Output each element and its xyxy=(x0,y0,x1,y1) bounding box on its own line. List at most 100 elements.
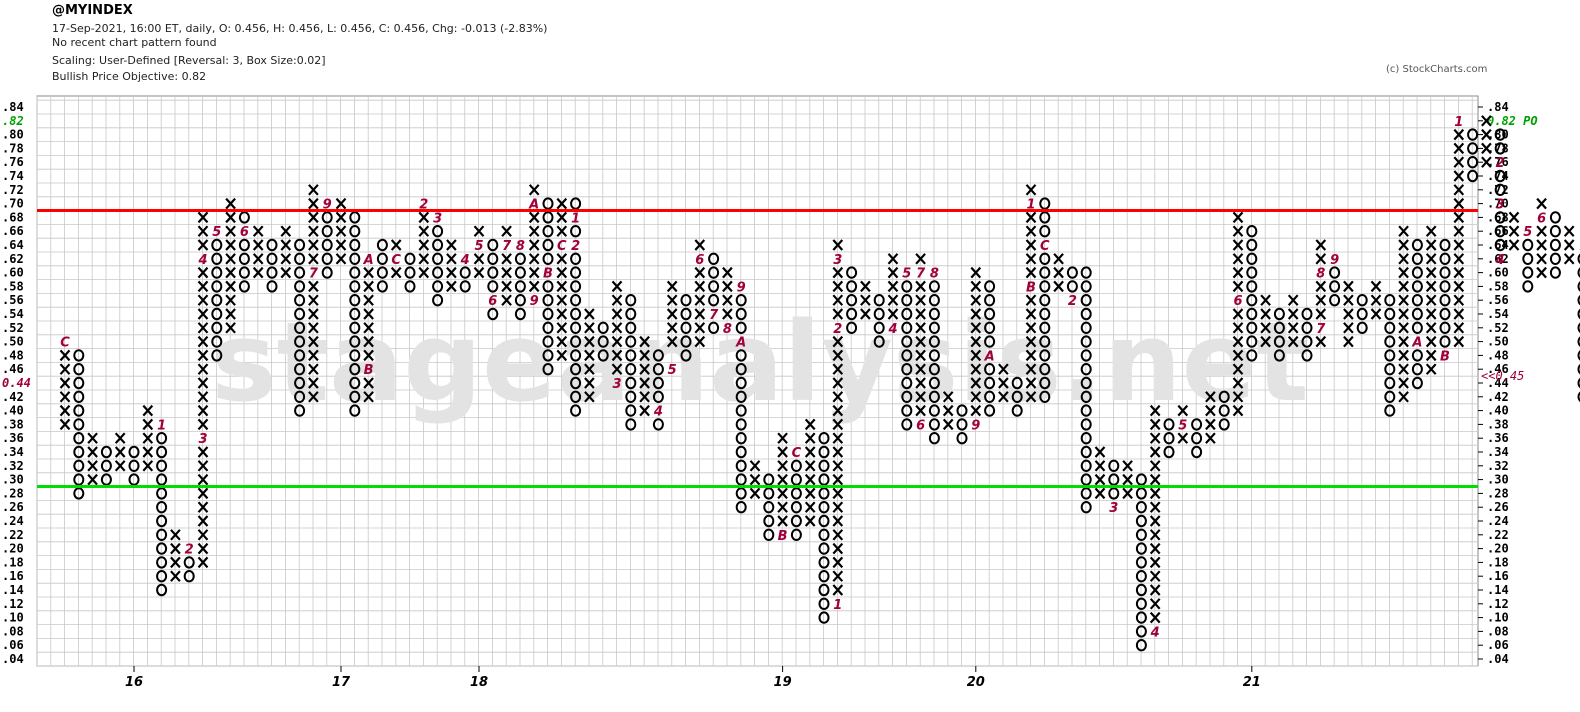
o-box xyxy=(266,266,278,279)
y-axis-left-tick: .72 xyxy=(2,183,24,197)
x-box xyxy=(1425,349,1437,362)
y-axis-left-tick: 0.44 xyxy=(2,376,31,390)
x-box xyxy=(197,501,209,513)
o-box xyxy=(901,390,913,403)
x-box xyxy=(1343,322,1354,334)
x-box xyxy=(832,501,844,513)
o-box xyxy=(625,349,637,362)
o-box xyxy=(73,404,85,417)
x-box xyxy=(832,266,844,279)
o-box xyxy=(404,266,416,279)
o-box xyxy=(1273,321,1285,334)
x-box xyxy=(1425,266,1437,279)
o-box xyxy=(818,487,830,500)
x-box xyxy=(832,487,844,500)
o-box xyxy=(1577,377,1580,389)
year-label: 18 xyxy=(470,675,488,690)
o-box xyxy=(680,349,692,362)
y-axis-left-tick: .58 xyxy=(2,279,24,293)
x-box xyxy=(611,280,623,293)
o-box xyxy=(459,266,471,279)
month-marker: 5 xyxy=(902,267,911,282)
o-box xyxy=(818,597,830,610)
month-marker: 1 xyxy=(833,598,842,613)
x-box xyxy=(197,211,209,224)
x-box xyxy=(804,501,816,513)
o-box xyxy=(294,238,306,252)
x-box xyxy=(639,391,650,403)
x-box xyxy=(749,473,761,486)
x-box xyxy=(1563,225,1575,237)
po-right-label: 0.82 PO xyxy=(1487,114,1538,128)
x-box xyxy=(639,335,650,348)
x-box xyxy=(308,335,319,348)
o-box xyxy=(1246,252,1258,265)
y-axis-right-tick: .52 xyxy=(1487,321,1509,335)
x-box xyxy=(970,335,982,348)
x-box xyxy=(1398,363,1409,375)
x-box xyxy=(308,349,319,362)
x-box xyxy=(556,335,568,348)
y-axis-left-tick: .22 xyxy=(2,528,24,542)
y-axis-right-tick: .44 xyxy=(1487,376,1509,390)
o-box xyxy=(1039,363,1051,376)
x-box xyxy=(1425,335,1437,348)
o-box xyxy=(735,418,747,431)
o-box xyxy=(1066,266,1078,279)
o-box xyxy=(266,280,278,293)
o-box xyxy=(735,321,747,334)
x-box xyxy=(887,308,899,320)
x-box xyxy=(1149,501,1161,513)
x-box xyxy=(639,363,650,375)
x-box xyxy=(639,377,650,389)
x-box xyxy=(804,446,816,458)
x-box xyxy=(1232,225,1244,237)
o-box xyxy=(1080,349,1092,362)
o-box xyxy=(294,335,306,348)
x-box xyxy=(308,211,319,224)
y-axis-right-tick: .40 xyxy=(1487,404,1509,418)
x-box xyxy=(1287,322,1299,334)
x-box xyxy=(1025,211,1037,224)
month-marker: 9 xyxy=(1330,253,1339,268)
o-box xyxy=(846,321,858,334)
x-box xyxy=(832,239,844,251)
o-box xyxy=(1218,418,1230,431)
o-box xyxy=(156,445,168,459)
x-box xyxy=(1315,308,1327,320)
o-box xyxy=(294,280,306,293)
o-box xyxy=(1080,390,1092,403)
o-box xyxy=(1039,321,1051,334)
x-box xyxy=(777,432,788,444)
x-box xyxy=(308,197,319,210)
o-box xyxy=(1411,294,1423,307)
o-box xyxy=(928,307,940,321)
o-box xyxy=(735,376,747,390)
x-box xyxy=(970,349,982,362)
month-marker: C xyxy=(557,239,567,254)
o-box xyxy=(321,211,333,224)
x-box xyxy=(804,432,816,444)
x-box xyxy=(1149,598,1161,610)
x-box xyxy=(197,266,209,279)
x-box xyxy=(1453,266,1465,279)
o-box xyxy=(818,583,830,597)
o-box xyxy=(901,418,913,431)
o-box xyxy=(100,473,112,486)
o-box xyxy=(321,238,333,252)
o-box xyxy=(1411,252,1423,265)
o-box xyxy=(1080,501,1092,514)
x-box xyxy=(1232,377,1244,389)
y-axis-right-tick: .50 xyxy=(1487,335,1509,349)
o-box xyxy=(487,280,499,293)
o-box xyxy=(1080,418,1092,431)
o-box xyxy=(956,432,968,445)
x-box xyxy=(970,404,982,417)
x-box xyxy=(970,294,982,306)
month-marker: A xyxy=(363,253,374,268)
x-box xyxy=(1025,253,1037,265)
o-box xyxy=(625,307,637,321)
chart-symbol: @MYINDEX xyxy=(52,3,133,18)
o-box xyxy=(73,363,85,376)
o-box xyxy=(790,487,802,500)
